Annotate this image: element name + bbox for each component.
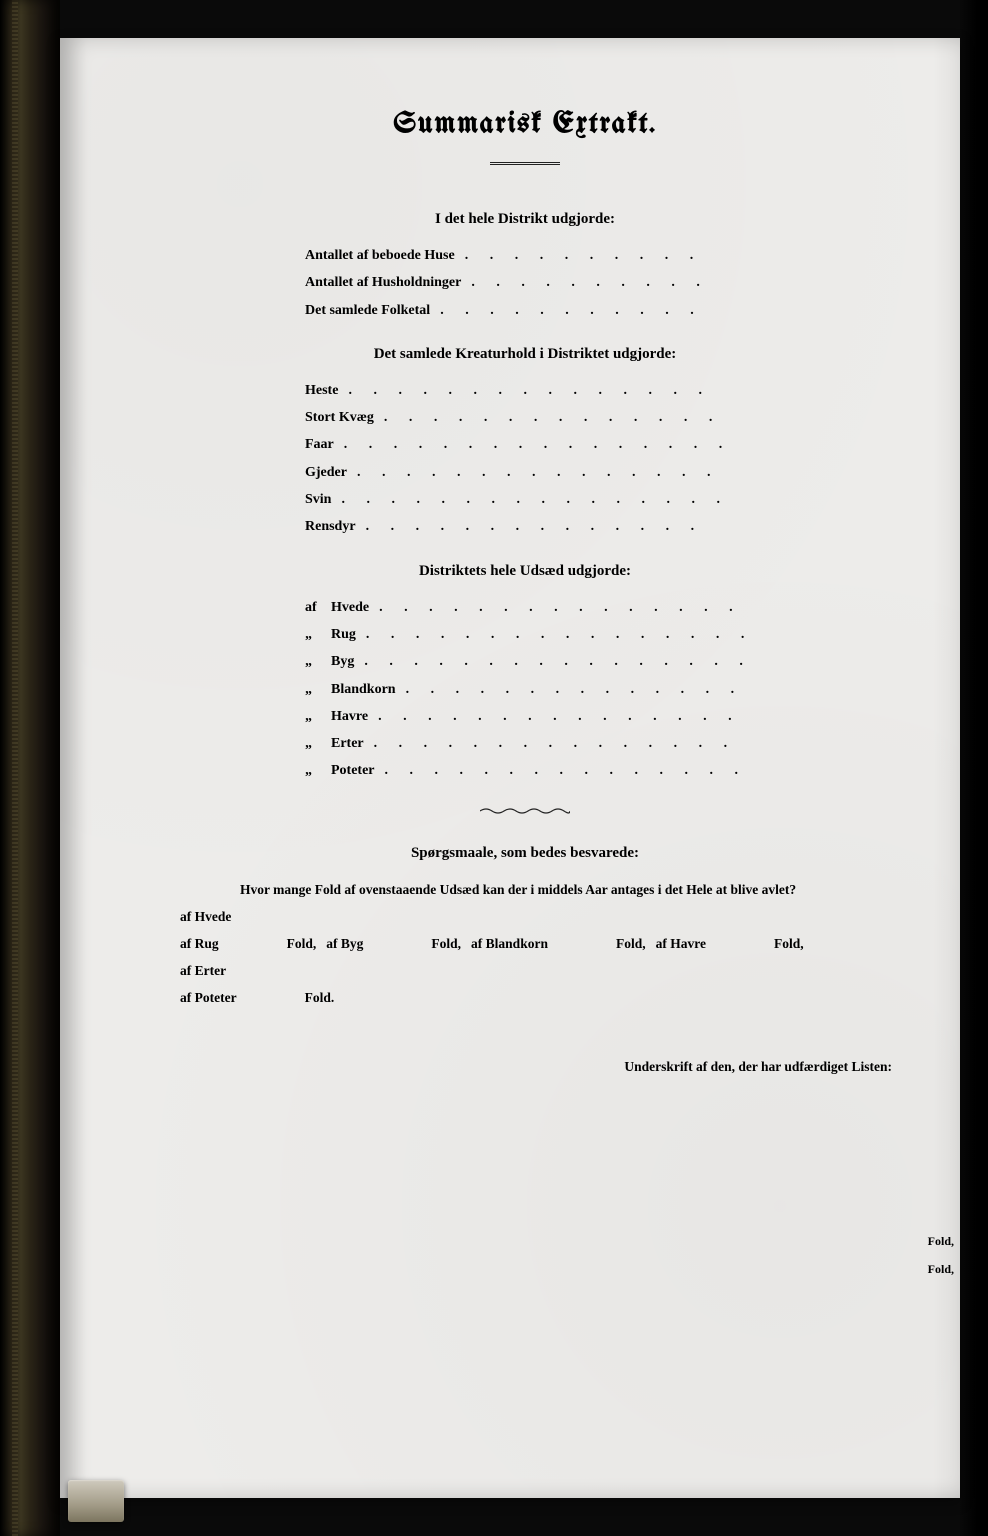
- list-item: „ Rug . . . . . . . . . . . . . . . .: [305, 621, 745, 648]
- seg-fold: Fold,: [616, 930, 646, 957]
- row-label: Rensdyr: [305, 513, 356, 540]
- section1-list: Antallet af beboede Huse . . . . . . . .…: [305, 242, 745, 324]
- seg-label: af Havre: [656, 930, 706, 957]
- row-label: Faar: [305, 431, 334, 458]
- seg-fold: Fold,: [287, 930, 317, 957]
- row-label: Det samlede Folketal: [305, 297, 430, 324]
- row-label: Antallet af beboede Huse: [305, 242, 455, 269]
- leader-dots: . . . . . . . . . . . . . . .: [378, 703, 745, 730]
- title-rule: [490, 162, 560, 165]
- row-prefix: af: [305, 594, 331, 621]
- leader-dots: . . . . . . . . . .: [471, 269, 745, 296]
- leader-dots: . . . . . . . . . . . . . . . .: [364, 648, 745, 675]
- seg-label: af Byg: [326, 930, 363, 957]
- right-margin-fold: Fold,: [928, 1256, 954, 1284]
- section-divider-wave: [480, 807, 570, 815]
- seg-fold: Fold.: [305, 984, 335, 1011]
- leader-dots: . . . . . . . . . .: [465, 242, 745, 269]
- question-segment: af Byg Fold,: [326, 930, 461, 957]
- list-item: „ Havre . . . . . . . . . . . . . . .: [305, 703, 745, 730]
- list-item: Det samlede Folketal . . . . . . . . . .…: [305, 297, 745, 324]
- section2-heading: Det samlede Kreaturhold i Distriktet udg…: [140, 346, 910, 363]
- row-prefix: „: [305, 648, 331, 675]
- row-label: Gjeder: [305, 459, 347, 486]
- leader-dots: . . . . . . . . . . . . . . . .: [341, 486, 745, 513]
- leader-dots: . . . . . . . . . . .: [440, 297, 745, 324]
- question-segment: af Rug Fold,: [180, 930, 316, 957]
- list-item: Svin . . . . . . . . . . . . . . . .: [305, 486, 745, 513]
- signature-label: Underskrift af den, der har udfærdiget L…: [140, 1059, 892, 1075]
- page: Summarisk Extrakt. I det hele Distrikt u…: [60, 38, 960, 1498]
- seg-label: af Hvede: [180, 903, 231, 930]
- leader-dots: . . . . . . . . . . . . . .: [366, 513, 745, 540]
- list-item: af Hvede . . . . . . . . . . . . . . .: [305, 594, 745, 621]
- right-margin-column: Fold, Fold,: [928, 1228, 954, 1283]
- row-label: Poteter: [331, 757, 375, 784]
- section2-list: Heste . . . . . . . . . . . . . . . Stor…: [305, 377, 745, 541]
- book-right-edge: [960, 0, 988, 1536]
- row-prefix: „: [305, 676, 331, 703]
- row-label: Antallet af Husholdninger: [305, 269, 461, 296]
- leader-dots: . . . . . . . . . . . . . .: [384, 404, 745, 431]
- leader-dots: . . . . . . . . . . . . . . .: [379, 594, 745, 621]
- question-segment: af Erter: [180, 957, 288, 984]
- list-item: „ Poteter . . . . . . . . . . . . . . .: [305, 757, 745, 784]
- question-segment: af Hvede: [180, 903, 293, 930]
- row-prefix: „: [305, 703, 331, 730]
- row-label: Byg: [331, 648, 354, 675]
- leader-dots: . . . . . . . . . . . . . .: [406, 676, 745, 703]
- marker-tab: [68, 1480, 124, 1522]
- list-item: Antallet af Husholdninger . . . . . . . …: [305, 269, 745, 296]
- book-spine: [0, 0, 60, 1536]
- seg-label: af Poteter: [180, 984, 237, 1011]
- question-intro: Hvor mange Fold af ovenstaaende Udsæd ka…: [240, 876, 796, 903]
- row-label: Hvede: [331, 594, 369, 621]
- leader-dots: . . . . . . . . . . . . . . .: [348, 377, 745, 404]
- row-label: Heste: [305, 377, 338, 404]
- seg-label: af Erter: [180, 957, 226, 984]
- list-item: „ Erter . . . . . . . . . . . . . . .: [305, 730, 745, 757]
- question-segment: af Havre Fold,: [656, 930, 804, 957]
- page-title: Summarisk Extrakt.: [140, 108, 910, 140]
- seg-label: af Rug: [180, 930, 219, 957]
- list-item: Rensdyr . . . . . . . . . . . . . .: [305, 513, 745, 540]
- list-item: Gjeder . . . . . . . . . . . . . . .: [305, 459, 745, 486]
- row-label: Erter: [331, 730, 364, 757]
- question-heading: Spørgsmaale, som bedes besvarede:: [140, 845, 910, 862]
- question-segment: af Blandkorn Fold,: [471, 930, 646, 957]
- list-item: Stort Kvæg . . . . . . . . . . . . . .: [305, 404, 745, 431]
- book-frame: Summarisk Extrakt. I det hele Distrikt u…: [0, 0, 988, 1536]
- row-prefix: „: [305, 621, 331, 648]
- seg-fold: Fold,: [431, 930, 461, 957]
- right-margin-fold: Fold,: [928, 1228, 954, 1256]
- row-label: Blandkorn: [331, 676, 396, 703]
- row-label: Svin: [305, 486, 331, 513]
- list-item: „ Byg . . . . . . . . . . . . . . . .: [305, 648, 745, 675]
- row-prefix: „: [305, 757, 331, 784]
- leader-dots: . . . . . . . . . . . . . . . .: [344, 431, 745, 458]
- section3-list: af Hvede . . . . . . . . . . . . . . . „…: [305, 594, 745, 785]
- leader-dots: . . . . . . . . . . . . . . .: [357, 459, 745, 486]
- row-label: Havre: [331, 703, 368, 730]
- list-item: „ Blandkorn . . . . . . . . . . . . . .: [305, 676, 745, 703]
- row-label: Rug: [331, 621, 356, 648]
- leader-dots: . . . . . . . . . . . . . . .: [385, 757, 745, 784]
- list-item: Faar . . . . . . . . . . . . . . . .: [305, 431, 745, 458]
- leader-dots: . . . . . . . . . . . . . . . .: [366, 621, 745, 648]
- question-block: Hvor mange Fold af ovenstaaende Udsæd ka…: [180, 876, 880, 1011]
- seg-fold: Fold,: [774, 930, 804, 957]
- list-item: Antallet af beboede Huse . . . . . . . .…: [305, 242, 745, 269]
- row-prefix: „: [305, 730, 331, 757]
- list-item: Heste . . . . . . . . . . . . . . .: [305, 377, 745, 404]
- question-segment: af Poteter Fold.: [180, 984, 334, 1011]
- section1-heading: I det hele Distrikt udgjorde:: [140, 211, 910, 228]
- section3-heading: Distriktets hele Udsæd udgjorde:: [140, 563, 910, 580]
- row-label: Stort Kvæg: [305, 404, 374, 431]
- leader-dots: . . . . . . . . . . . . . . .: [374, 730, 745, 757]
- seg-label: af Blandkorn: [471, 930, 548, 957]
